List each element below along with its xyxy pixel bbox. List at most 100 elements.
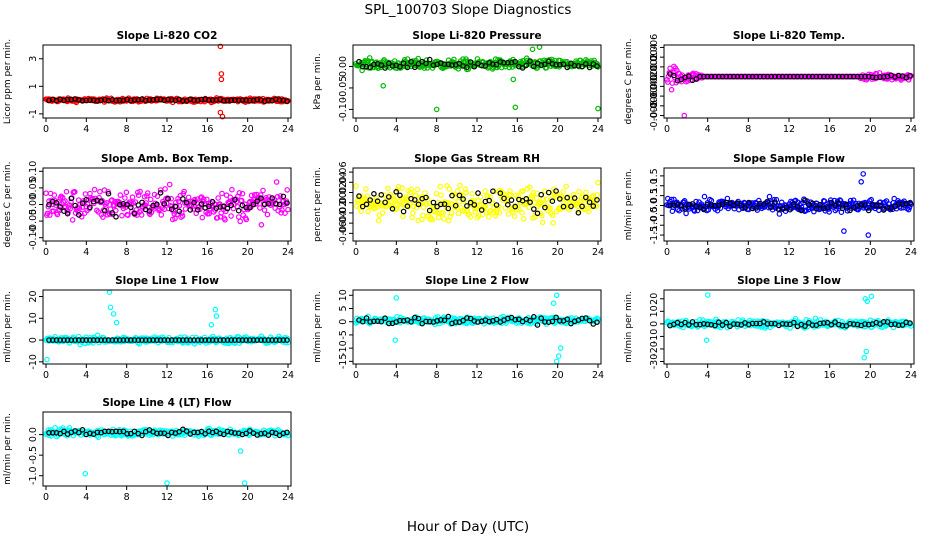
- x-tick-label: 16: [824, 370, 836, 381]
- panel-title: Slope Line 2 Flow: [425, 275, 529, 287]
- data-point: [854, 73, 861, 80]
- panel-3: Slope Li-820 Temp. degrees C per min. 0 4 8 1…: [624, 30, 917, 135]
- data-point: [798, 73, 805, 80]
- data-point: [257, 192, 264, 198]
- data-point: [53, 337, 60, 343]
- panel-8: Slope Line 2 Flow ml/min per min. 0 4 8 12 16 2…: [313, 275, 604, 381]
- data-point: [415, 55, 422, 62]
- data-point: [157, 337, 164, 343]
- data-point: [397, 192, 403, 199]
- data-point: [461, 208, 468, 214]
- x-tick-label: 20: [242, 247, 254, 258]
- data-point: [553, 358, 560, 365]
- x-tick-label: 16: [511, 247, 523, 258]
- data-point: [195, 337, 201, 343]
- data-point: [492, 213, 499, 219]
- data-point: [79, 426, 86, 433]
- data-point: [858, 179, 865, 185]
- data-point: [64, 337, 71, 343]
- data-point: [864, 298, 871, 305]
- data-point: [745, 73, 752, 80]
- data-point: [385, 320, 392, 327]
- data-point: [768, 320, 775, 327]
- data-point: [783, 204, 790, 211]
- data-point: [571, 63, 578, 69]
- data-point: [254, 337, 261, 343]
- figure-x-axis-label: Hour of Day (UTC): [407, 519, 529, 535]
- data-point: [560, 61, 567, 67]
- data-point: [266, 194, 272, 200]
- y-tick-label: -0.05: [338, 76, 349, 101]
- y-tick-label: -0.02: [338, 201, 349, 226]
- data-point: [437, 183, 444, 190]
- data-point: [568, 60, 574, 67]
- data-points: [353, 44, 601, 113]
- data-point: [359, 67, 365, 74]
- data-point: [222, 217, 228, 223]
- x-tick-label: 4: [705, 370, 711, 381]
- data-point: [221, 98, 227, 104]
- data-point: [217, 337, 223, 343]
- y-tick-label: -0.008: [649, 100, 660, 131]
- panel-title: Slope Amb. Box Temp.: [101, 153, 233, 165]
- panel-7: Slope Line 1 Flow ml/min per min. 0 4 8 12 16 2…: [3, 275, 294, 381]
- data-point: [209, 97, 216, 103]
- data-point: [66, 424, 73, 431]
- data-point: [49, 429, 56, 436]
- data-point: [106, 289, 113, 296]
- data-point: [530, 313, 537, 320]
- x-tick-label: 12: [783, 370, 795, 381]
- data-point: [449, 192, 455, 199]
- data-point: [392, 337, 399, 344]
- data-point: [681, 112, 688, 119]
- data-point: [700, 73, 707, 80]
- data-point: [76, 429, 82, 436]
- data-point: [251, 192, 258, 198]
- x-tick-label: 4: [83, 492, 89, 503]
- data-point: [397, 205, 404, 211]
- data-point: [98, 198, 104, 205]
- data-point: [538, 191, 545, 198]
- data-point: [550, 300, 557, 307]
- data-point: [273, 179, 280, 185]
- data-point: [94, 429, 101, 436]
- data-point: [821, 198, 828, 205]
- data-point: [464, 315, 470, 321]
- data-point: [176, 208, 183, 215]
- data-point: [441, 317, 448, 324]
- data-point: [454, 188, 461, 194]
- data-point: [139, 432, 145, 439]
- y-tick-label: -1.5: [649, 226, 660, 245]
- y-tick-label: 0.00: [28, 194, 39, 215]
- data-point: [146, 337, 153, 343]
- data-point: [109, 210, 116, 216]
- data-point: [180, 98, 186, 104]
- data-point: [768, 204, 775, 211]
- data-point: [869, 74, 876, 81]
- data-point: [579, 63, 585, 70]
- data-point: [172, 215, 178, 222]
- data-point: [221, 431, 227, 438]
- data-point: [766, 193, 773, 200]
- data-point: [593, 203, 600, 209]
- data-point: [564, 316, 571, 323]
- data-point: [137, 188, 143, 195]
- data-point: [371, 191, 377, 197]
- data-point: [183, 199, 190, 206]
- data-point: [594, 197, 600, 203]
- data-point: [381, 192, 387, 198]
- data-point: [715, 319, 722, 326]
- data-points: [43, 424, 291, 486]
- data-point: [520, 216, 527, 222]
- data-point: [117, 192, 124, 198]
- data-point: [367, 319, 374, 325]
- data-point: [44, 356, 50, 363]
- data-point: [254, 198, 261, 205]
- data-point: [232, 197, 238, 203]
- x-tick-label: 16: [824, 247, 836, 258]
- data-point: [64, 210, 71, 217]
- data-point: [367, 197, 374, 203]
- data-point: [884, 205, 891, 211]
- x-tick-label: 8: [745, 370, 751, 381]
- panel-10: Slope Line 4 (LT) Flow ml/min per min. 0 4 8…: [3, 397, 294, 503]
